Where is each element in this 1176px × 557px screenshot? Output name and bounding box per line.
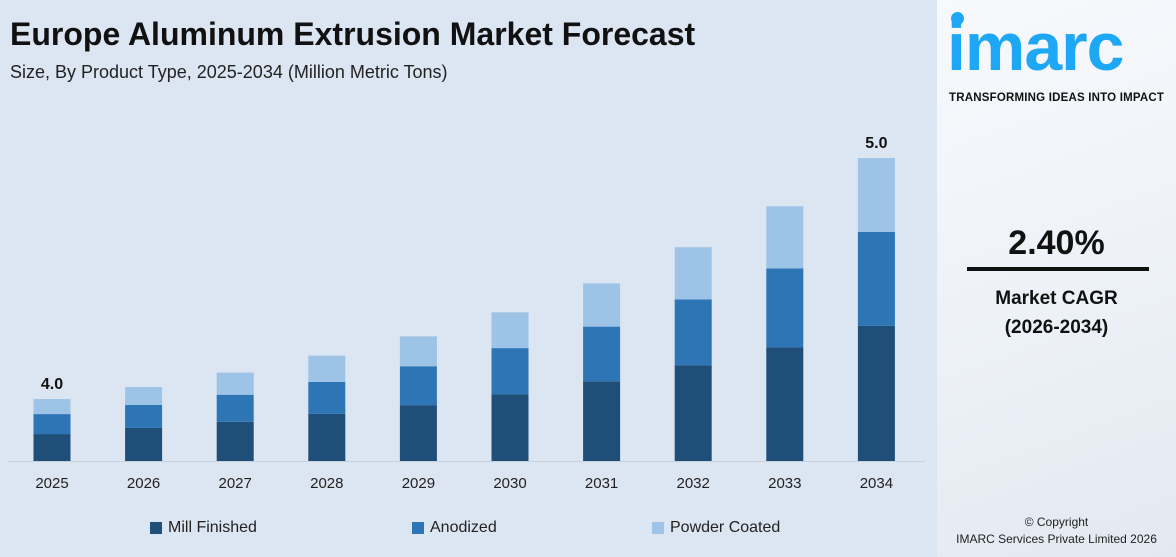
bar-segment-mill-finished-2032 xyxy=(674,365,712,461)
x-tick-label: 2026 xyxy=(127,475,160,492)
company-name: IMARC Services Private Limited 2026 xyxy=(956,532,1157,546)
legend-swatch xyxy=(412,522,424,534)
total-data-label: 5.0 xyxy=(865,135,887,152)
legend-swatch xyxy=(150,522,162,534)
copyright-text: © Copyright xyxy=(1024,515,1089,529)
x-tick-label: 2031 xyxy=(585,475,618,492)
chart-subtitle: Size, By Product Type, 2025-2034 (Millio… xyxy=(10,62,448,82)
x-tick-label: 2025 xyxy=(35,475,68,492)
bar-segment-anodized-2031 xyxy=(583,326,621,382)
bar-segment-powder-coated-2029 xyxy=(399,336,437,367)
bar-segment-anodized-2026 xyxy=(125,404,163,428)
bar-segment-anodized-2028 xyxy=(308,381,346,414)
cagr-divider xyxy=(967,267,1149,271)
cagr-label-text: Market CAGR xyxy=(995,288,1118,309)
stacked-bar-chart: 2025 4.0 2026 2027 2028 2029 2030 2031 2032 2033 2… xyxy=(8,135,925,492)
bar-segment-mill-finished-2031 xyxy=(583,381,621,461)
bar-segment-mill-finished-2034 xyxy=(857,325,895,461)
copyright: © Copyright IMARC Services Private Limite… xyxy=(937,514,1176,548)
bar-segment-powder-coated-2030 xyxy=(491,312,529,349)
x-tick-label: 2032 xyxy=(677,475,710,492)
bar-segment-mill-finished-2025 xyxy=(33,434,71,461)
bar-segment-anodized-2027 xyxy=(216,394,254,422)
side-panel: imarc TRANSFORMING IDEAS INTO IMPACT 2.4… xyxy=(937,0,1176,557)
logo-dot xyxy=(951,12,964,25)
bar-segment-mill-finished-2029 xyxy=(399,405,437,461)
x-tick-label: 2029 xyxy=(402,475,435,492)
legend-item-powder-coated: Powder Coated xyxy=(652,519,780,537)
bar-segment-powder-coated-2032 xyxy=(674,247,712,300)
chart-title: Europe Aluminum Extrusion Market Forecas… xyxy=(10,16,696,52)
x-tick-label: 2028 xyxy=(310,475,343,492)
x-tick-label: 2027 xyxy=(219,475,252,492)
bar-segment-mill-finished-2030 xyxy=(491,394,529,461)
legend-label: Anodized xyxy=(430,519,497,536)
bar-segment-powder-coated-2028 xyxy=(308,355,346,382)
bar-segment-powder-coated-2031 xyxy=(583,283,621,327)
cagr-label: Market CAGR (2026-2034) xyxy=(937,284,1176,342)
legend-item-anodized: Anodized xyxy=(412,519,497,537)
x-tick-label: 2034 xyxy=(860,475,893,492)
bar-segment-mill-finished-2027 xyxy=(216,421,254,461)
legend-swatch xyxy=(652,522,664,534)
imarc-logo: imarc xyxy=(947,9,1124,85)
x-tick-label: 2030 xyxy=(493,475,526,492)
bar-segment-mill-finished-2028 xyxy=(308,413,346,461)
bar-segment-anodized-2033 xyxy=(766,268,804,348)
bar-segment-mill-finished-2026 xyxy=(125,427,163,461)
bar-segment-powder-coated-2034 xyxy=(857,158,895,232)
bar-segment-anodized-2032 xyxy=(674,299,712,366)
legend-item-mill-finished: Mill Finished xyxy=(150,519,257,537)
bar-segment-anodized-2029 xyxy=(399,366,437,406)
cagr-period: (2026-2034) xyxy=(1004,317,1109,338)
bar-segment-powder-coated-2026 xyxy=(125,387,163,405)
bar-segment-anodized-2030 xyxy=(491,348,529,395)
bar-segment-powder-coated-2033 xyxy=(766,206,804,269)
x-tick-label: 2033 xyxy=(768,475,801,492)
bar-segment-powder-coated-2025 xyxy=(33,399,71,415)
bar-segment-powder-coated-2027 xyxy=(216,372,254,395)
legend-label: Mill Finished xyxy=(168,519,257,536)
total-data-label: 4.0 xyxy=(41,376,63,393)
bar-segment-anodized-2034 xyxy=(857,231,895,326)
bar-segment-anodized-2025 xyxy=(33,414,71,435)
logo-tagline: TRANSFORMING IDEAS INTO IMPACT xyxy=(949,92,1165,104)
bar-segment-mill-finished-2033 xyxy=(766,347,804,461)
cagr-value: 2.40% xyxy=(1008,224,1105,262)
legend-label: Powder Coated xyxy=(670,519,781,536)
